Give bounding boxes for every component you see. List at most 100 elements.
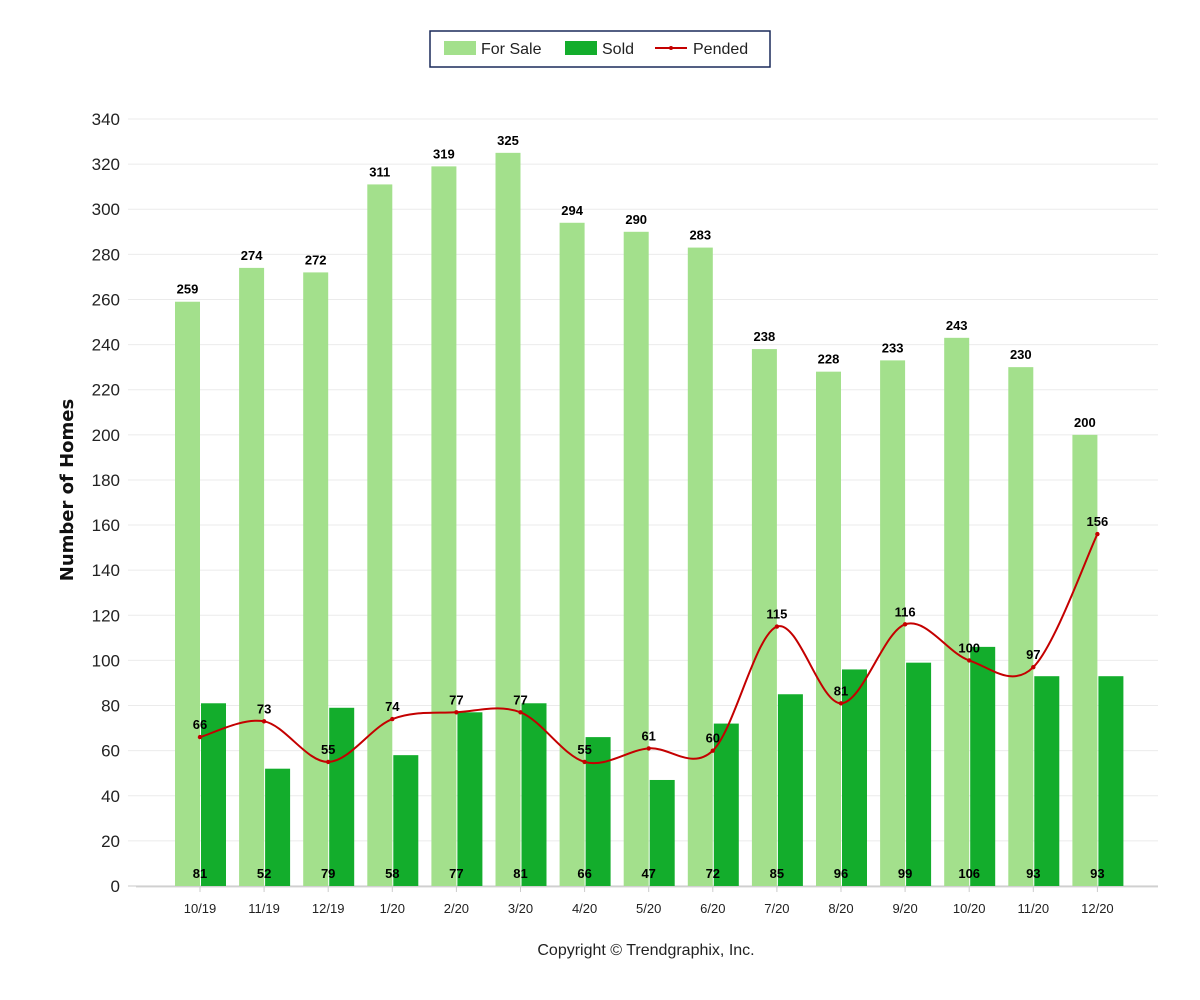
bar-for-sale xyxy=(495,152,521,886)
pended-point xyxy=(390,716,395,722)
data-label-for-sale: 243 xyxy=(946,318,968,333)
y-axis-label: Number of Homes xyxy=(57,399,78,581)
y-tick-label: 340 xyxy=(92,110,120,129)
bar-sold xyxy=(777,694,803,886)
x-tick-label: 1/20 xyxy=(380,901,405,916)
bar-sold xyxy=(585,737,611,886)
x-tick-label: 7/20 xyxy=(764,901,789,916)
legend-swatch-for-sale xyxy=(444,41,476,55)
x-tick-label: 6/20 xyxy=(700,901,725,916)
bar-sold xyxy=(457,712,483,886)
data-label-sold: 72 xyxy=(706,866,720,881)
bar-for-sale xyxy=(559,222,585,887)
bar-for-sale xyxy=(175,301,200,887)
x-tick-label: 10/19 xyxy=(184,901,217,916)
bar-for-sale xyxy=(687,247,713,886)
legend-marker-pended xyxy=(669,46,673,50)
y-tick-label: 140 xyxy=(92,561,120,580)
y-tick-label: 320 xyxy=(92,155,120,174)
pended-line-group xyxy=(197,531,1100,765)
pended-point xyxy=(1095,531,1100,537)
x-tick-label: 4/20 xyxy=(572,901,597,916)
y-axis-ticks: 0 20 40 60 80 100 120 140 160 180 200 220 240 260 280 3… xyxy=(92,110,120,896)
bars xyxy=(175,152,1124,887)
bar-sold xyxy=(393,755,419,886)
bar-sold xyxy=(521,703,547,886)
y-tick-label: 100 xyxy=(92,651,120,670)
bar-for-sale xyxy=(880,360,906,887)
x-tick-label: 10/20 xyxy=(953,901,986,916)
y-tick-label: 120 xyxy=(92,606,120,625)
pended-point xyxy=(967,658,972,663)
data-label-pended: 55 xyxy=(321,742,335,757)
data-label-pended: 81 xyxy=(834,683,848,698)
pended-point xyxy=(774,624,780,629)
pended-point xyxy=(518,710,523,715)
data-label-pended: 77 xyxy=(513,692,527,707)
bar-sold xyxy=(842,669,867,886)
bar-for-sale xyxy=(367,184,393,886)
y-tick-label: 200 xyxy=(92,426,120,445)
bar-sold xyxy=(201,703,226,886)
bar-sold xyxy=(713,723,739,886)
data-label-pended: 74 xyxy=(385,699,400,714)
x-tick-label: 3/20 xyxy=(508,901,533,916)
y-tick-label: 260 xyxy=(92,290,120,309)
pended-point xyxy=(582,759,587,765)
bar-for-sale xyxy=(303,272,329,886)
data-label-sold: 77 xyxy=(449,866,463,881)
legend-label-for-sale: For Sale xyxy=(481,41,542,58)
data-label-pended: 60 xyxy=(706,731,720,746)
data-label-sold: 81 xyxy=(193,866,207,881)
data-label-sold: 81 xyxy=(513,866,527,881)
bar-sold xyxy=(1098,676,1124,886)
bar-for-sale xyxy=(1008,367,1034,886)
pended-point xyxy=(1031,664,1036,670)
data-label-for-sale: 319 xyxy=(433,146,455,161)
pended-point xyxy=(646,746,651,751)
data-label-sold: 85 xyxy=(770,866,784,881)
data-label-for-sale: 238 xyxy=(754,329,776,344)
data-label-for-sale: 290 xyxy=(625,212,647,227)
legend: For Sale Sold Pended xyxy=(429,30,771,68)
data-label-pended: 116 xyxy=(895,604,916,619)
data-label-sold: 47 xyxy=(641,866,655,881)
data-label-sold: 93 xyxy=(1090,866,1104,881)
pended-point xyxy=(838,701,844,706)
data-label-for-sale: 294 xyxy=(561,203,583,218)
pended-point xyxy=(454,710,459,715)
y-tick-label: 40 xyxy=(101,787,120,806)
data-label-for-sale: 259 xyxy=(177,282,199,297)
legend-box xyxy=(429,30,771,68)
bar-for-sale xyxy=(1072,434,1098,886)
y-tick-label: 0 xyxy=(111,877,120,896)
y-tick-label: 180 xyxy=(92,471,120,490)
x-tick-label: 11/19 xyxy=(248,901,280,916)
data-label-for-sale: 200 xyxy=(1074,415,1096,430)
data-label-sold: 106 xyxy=(958,866,980,881)
bar-for-sale xyxy=(431,166,457,886)
bar-sold xyxy=(1034,676,1060,886)
x-tick-label: 9/20 xyxy=(892,901,917,916)
y-tick-label: 20 xyxy=(101,832,120,851)
data-label-for-sale: 272 xyxy=(305,252,327,267)
data-label-pended: 66 xyxy=(193,717,207,732)
legend-label-pended: Pended xyxy=(693,41,748,58)
data-label-for-sale: 283 xyxy=(689,228,711,243)
pended-point xyxy=(710,748,715,753)
bar-sold xyxy=(970,646,996,886)
x-axis-ticks: 10/19 11/19 12/19 1/20 2/20 3/20 4/20 5/20 6/20 7… xyxy=(184,887,1114,916)
data-label-for-sale: 311 xyxy=(369,164,390,179)
data-label-sold: 99 xyxy=(898,866,912,881)
x-tick-label: 2/20 xyxy=(444,901,469,916)
data-label-pended: 156 xyxy=(1087,514,1109,529)
data-label-sold: 52 xyxy=(257,866,271,881)
data-label-pended: 100 xyxy=(958,640,980,655)
copyright-text: Copyright © Trendgraphix, Inc. xyxy=(537,942,754,959)
x-tick-label: 12/19 xyxy=(312,901,345,916)
legend-swatch-sold xyxy=(565,41,597,55)
y-tick-label: 240 xyxy=(92,336,120,355)
data-label-sold: 96 xyxy=(834,866,848,881)
y-tick-label: 280 xyxy=(92,245,120,264)
